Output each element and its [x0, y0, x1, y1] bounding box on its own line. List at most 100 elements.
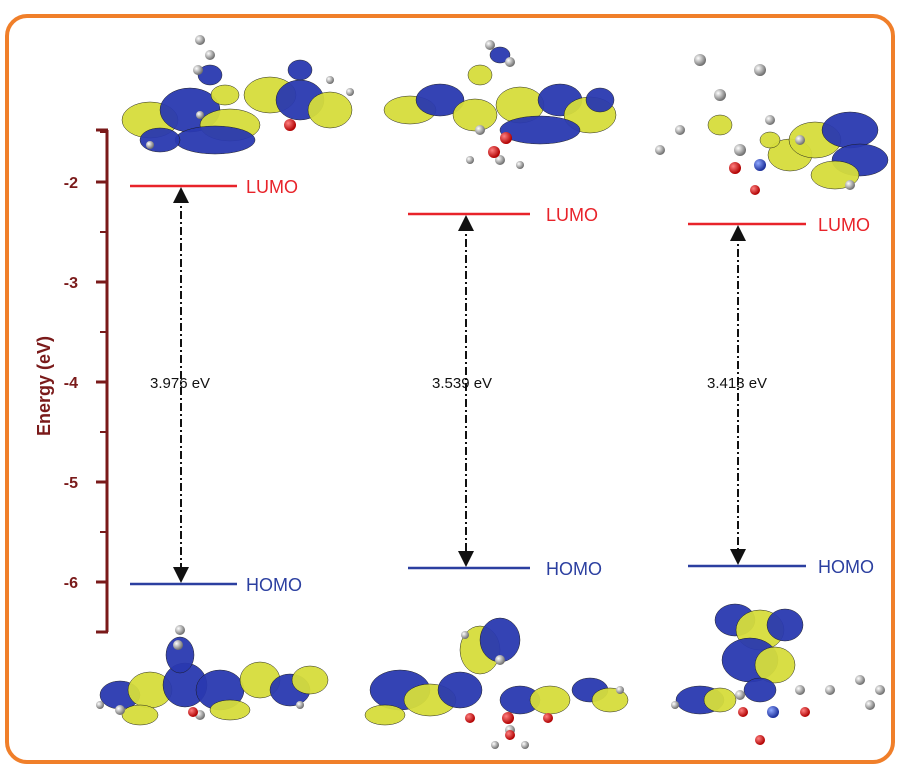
atom — [146, 141, 154, 149]
atom — [466, 156, 474, 164]
atom — [855, 675, 865, 685]
homo-lobe — [743, 677, 777, 703]
y-tick-label: -4 — [64, 375, 78, 392]
lumo-lobe — [307, 91, 353, 129]
homo-lobe — [703, 687, 737, 713]
homo-lobe — [754, 646, 796, 684]
homo-lobe — [121, 704, 159, 726]
atom — [485, 40, 495, 50]
lumo-lobe — [489, 46, 511, 64]
atom — [675, 125, 685, 135]
system-2: LUMO HOMO 3.539 eV — [408, 205, 602, 579]
atom — [465, 713, 475, 723]
atom — [488, 146, 500, 158]
lumo-lobe — [452, 98, 498, 132]
atom — [865, 700, 875, 710]
atom — [196, 111, 204, 119]
atom — [875, 685, 885, 695]
atom — [754, 159, 766, 171]
atom — [694, 54, 706, 66]
homo-lobe — [364, 704, 406, 726]
atom — [735, 690, 745, 700]
atom — [750, 185, 760, 195]
atom — [115, 705, 125, 715]
homo-lobe — [437, 671, 483, 709]
atom — [296, 701, 304, 709]
atom — [738, 707, 748, 717]
orbital-illustrations — [96, 35, 889, 749]
gap-value-label: 3.413 eV — [707, 375, 767, 392]
lumo-lobe — [467, 64, 493, 86]
atom — [767, 706, 779, 718]
homo-lobe — [591, 687, 629, 713]
atom — [193, 65, 203, 75]
atom — [655, 145, 665, 155]
lumo-lobe — [415, 83, 465, 117]
homo-lobe — [165, 636, 195, 674]
homo-label: HOMO — [246, 575, 302, 595]
lumo-label: LUMO — [818, 215, 870, 235]
atom — [195, 35, 205, 45]
atom — [543, 713, 553, 723]
atom — [205, 50, 215, 60]
homo-label: HOMO — [818, 557, 874, 577]
atom — [714, 89, 726, 101]
atom — [795, 685, 805, 695]
atom — [500, 132, 512, 144]
atom — [734, 144, 746, 156]
lumo-lobe — [821, 111, 879, 149]
atom — [495, 155, 505, 165]
homo-label: HOMO — [546, 559, 602, 579]
homo-lobe — [209, 699, 251, 721]
y-axis-label: Energy (eV) — [34, 336, 54, 436]
lumo-lobe — [759, 131, 781, 149]
atom — [491, 741, 499, 749]
lumo-lobe — [174, 125, 256, 155]
lumo-lobe — [499, 115, 581, 145]
y-tick-label: -3 — [64, 275, 78, 292]
lumo-label: LUMO — [246, 177, 298, 197]
atom — [505, 57, 515, 67]
homo-lobe — [291, 665, 329, 695]
system-1: LUMO HOMO 3.976 eV — [130, 177, 302, 595]
lumo-label: LUMO — [546, 205, 598, 225]
atom — [173, 640, 183, 650]
atom — [795, 135, 805, 145]
y-tick-label: -6 — [64, 575, 78, 592]
atom — [521, 741, 529, 749]
atom — [346, 88, 354, 96]
lumo-lobe — [139, 127, 181, 153]
atom — [505, 730, 515, 740]
atom — [516, 161, 524, 169]
lumo-lobe — [707, 114, 733, 136]
atom — [475, 125, 485, 135]
atom — [729, 162, 741, 174]
atom — [845, 180, 855, 190]
y-tick-label: -2 — [64, 175, 78, 192]
atom — [96, 701, 104, 709]
homo-lobe — [529, 685, 571, 715]
atom — [502, 712, 514, 724]
homo-lobe — [766, 608, 804, 642]
atom — [754, 64, 766, 76]
y-tick-label: -5 — [64, 475, 78, 492]
system-3: LUMO HOMO 3.413 eV — [688, 215, 874, 577]
gap-value-label: 3.976 eV — [150, 375, 210, 392]
y-axis: -2 -3 -4 -5 -6 Energy (eV) — [34, 128, 109, 634]
atom — [188, 707, 198, 717]
lumo-lobe — [210, 84, 240, 106]
atom — [755, 735, 765, 745]
atom — [326, 76, 334, 84]
atom — [671, 701, 679, 709]
atom — [461, 631, 469, 639]
atom — [765, 115, 775, 125]
lumo-lobe — [287, 59, 313, 81]
atom — [800, 707, 810, 717]
atom — [284, 119, 296, 131]
atom — [825, 685, 835, 695]
atom — [616, 686, 624, 694]
gap-value-label: 3.539 eV — [432, 375, 492, 392]
atom — [175, 625, 185, 635]
atom — [495, 655, 505, 665]
